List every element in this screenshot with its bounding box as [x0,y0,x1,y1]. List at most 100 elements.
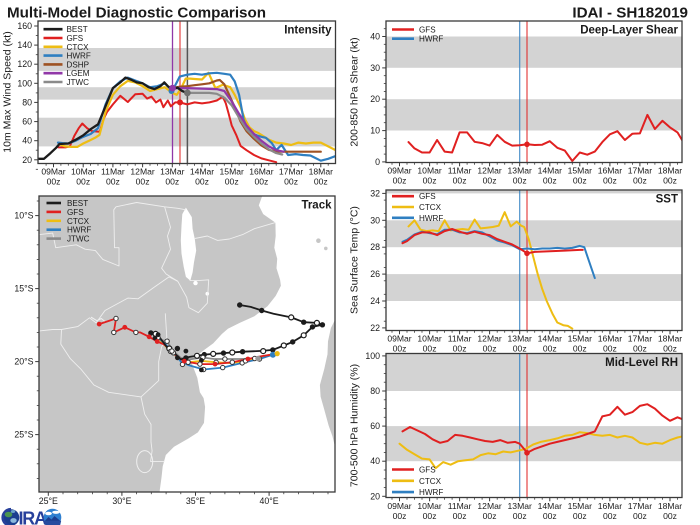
svg-text:13Mar: 13Mar [508,501,532,511]
svg-text:00z: 00z [663,344,677,354]
svg-text:00z: 00z [195,177,209,187]
svg-text:30°E: 30°E [112,496,131,506]
svg-text:CTCX: CTCX [67,217,90,226]
svg-text:13Mar: 13Mar [508,334,532,344]
svg-text:12Mar: 12Mar [130,167,154,177]
svg-text:Multi-Model Diagnostic Compari: Multi-Model Diagnostic Comparison [7,5,266,22]
svg-text:10Mar: 10Mar [417,501,441,511]
svg-text:00z: 00z [573,511,587,521]
svg-text:00z: 00z [423,176,437,186]
svg-text:GFS: GFS [67,208,84,217]
svg-text:00z: 00z [136,177,150,187]
svg-text:00z: 00z [483,344,497,354]
svg-text:00z: 00z [543,511,557,521]
svg-text:00z: 00z [543,344,557,354]
svg-text:HWRF: HWRF [67,226,91,235]
svg-text:40: 40 [370,456,380,466]
svg-text:0: 0 [375,157,380,167]
svg-text:Intensity: Intensity [284,25,332,37]
svg-text:10Mar: 10Mar [71,167,95,177]
svg-text:18Mar: 18Mar [309,167,333,177]
svg-text:16Mar: 16Mar [598,334,622,344]
svg-text:16Mar: 16Mar [249,167,273,177]
svg-text:GFS: GFS [67,34,84,43]
svg-text:00z: 00z [483,511,497,521]
svg-text:00z: 00z [314,177,328,187]
svg-text:160: 160 [17,21,32,31]
svg-text:00z: 00z [393,511,407,521]
svg-text:00z: 00z [453,511,467,521]
svg-text:18Mar: 18Mar [658,166,682,176]
svg-text:00z: 00z [573,344,587,354]
svg-text:00z: 00z [603,344,617,354]
svg-text:35°E: 35°E [186,496,205,506]
svg-text:14Mar: 14Mar [538,334,562,344]
svg-text:00z: 00z [453,344,467,354]
svg-text:Track: Track [301,200,332,212]
svg-text:15Mar: 15Mar [568,334,592,344]
svg-text:CTCX: CTCX [419,477,442,486]
svg-text:22: 22 [370,323,380,333]
svg-text:30: 30 [370,63,380,73]
svg-text:CTCX: CTCX [419,203,442,212]
svg-text:00z: 00z [633,511,647,521]
svg-text:60: 60 [370,421,380,431]
svg-text:Sea Surface Temp (°C): Sea Surface Temp (°C) [349,206,361,314]
svg-text:00z: 00z [543,176,557,186]
svg-text:00z: 00z [254,177,268,187]
svg-text:00z: 00z [483,176,497,186]
svg-text:00z: 00z [633,344,647,354]
svg-text:16Mar: 16Mar [598,501,622,511]
svg-text:17Mar: 17Mar [279,167,303,177]
svg-text:13Mar: 13Mar [508,166,532,176]
svg-text:16Mar: 16Mar [598,166,622,176]
svg-text:17Mar: 17Mar [628,166,652,176]
svg-text:CTCX: CTCX [67,43,90,52]
svg-text:140: 140 [17,40,32,50]
svg-text:00z: 00z [633,176,647,186]
svg-text:12Mar: 12Mar [477,166,501,176]
svg-text:HWRF: HWRF [419,488,443,497]
svg-text:100: 100 [17,78,32,88]
svg-text:11Mar: 11Mar [448,166,472,176]
svg-text:20: 20 [22,155,32,165]
svg-text:17Mar: 17Mar [628,334,652,344]
svg-text:JTWC: JTWC [67,78,90,87]
svg-text:10Mar: 10Mar [417,166,441,176]
svg-text:14Mar: 14Mar [538,166,562,176]
svg-text:IDAI - SH182019: IDAI - SH182019 [572,5,688,22]
svg-text:10: 10 [370,126,380,136]
svg-text:00z: 00z [284,177,298,187]
svg-text:80: 80 [22,97,32,107]
svg-text:09Mar: 09Mar [387,501,411,511]
svg-text:11Mar: 11Mar [448,334,472,344]
svg-text:GFS: GFS [419,26,436,35]
svg-text:14Mar: 14Mar [538,501,562,511]
svg-text:20: 20 [370,491,380,501]
svg-text:Mid-Level RH: Mid-Level RH [605,357,678,369]
svg-text:13Mar: 13Mar [160,167,184,177]
svg-text:00z: 00z [47,177,61,187]
svg-text:28: 28 [370,242,380,252]
svg-text:30: 30 [370,215,380,225]
svg-text:10m Max Wind Speed (kt): 10m Max Wind Speed (kt) [2,31,14,152]
svg-text:11Mar: 11Mar [101,167,125,177]
svg-text:00z: 00z [603,511,617,521]
svg-text:LGEM: LGEM [67,69,90,78]
svg-text:Deep-Layer Shear: Deep-Layer Shear [580,25,678,37]
svg-text:JTWC: JTWC [67,235,90,244]
svg-text:10Mar: 10Mar [417,334,441,344]
svg-text:24: 24 [370,296,380,306]
svg-text:HWRF: HWRF [419,214,443,223]
svg-text:12Mar: 12Mar [477,501,501,511]
svg-text:15Mar: 15Mar [568,166,592,176]
svg-text:00z: 00z [423,344,437,354]
svg-text:32: 32 [370,188,380,198]
svg-text:17Mar: 17Mar [628,501,652,511]
svg-text:15Mar: 15Mar [568,501,592,511]
svg-text:18Mar: 18Mar [658,501,682,511]
svg-text:09Mar: 09Mar [387,334,411,344]
svg-text:18Mar: 18Mar [658,334,682,344]
svg-text:IRA: IRA [19,509,48,525]
svg-text:700-500 hPa Humidity (%): 700-500 hPa Humidity (%) [349,364,361,487]
